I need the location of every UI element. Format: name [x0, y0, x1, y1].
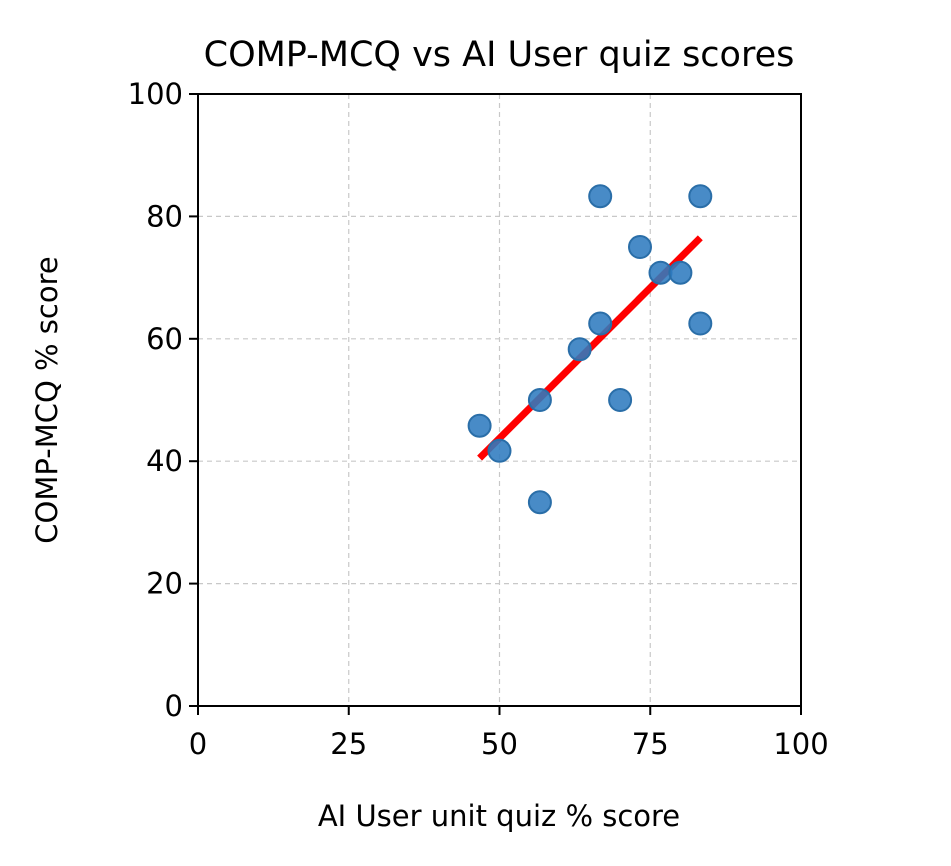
data-point: [588, 311, 613, 336]
x-axis-ticks: 0 25 50 75 100: [189, 706, 829, 761]
y-axis-ticks: 0 20 40 60 80 100: [128, 77, 198, 723]
data-points: [467, 184, 713, 515]
data-point: [527, 490, 552, 515]
y-tick-label: 80: [146, 199, 183, 233]
data-point: [588, 184, 613, 209]
chart-title: COMP-MCQ vs AI User quiz scores: [204, 35, 795, 75]
data-point: [648, 260, 673, 285]
y-tick-label: 100: [128, 77, 183, 111]
y-tick-label: 60: [146, 322, 183, 356]
y-axis-label: COMP-MCQ % score: [30, 256, 64, 543]
data-point: [527, 388, 552, 412]
x-tick-label: 25: [330, 727, 367, 761]
x-tick-label: 75: [632, 727, 669, 761]
x-tick-label: 50: [481, 727, 518, 761]
x-tick-label: 0: [189, 727, 207, 761]
data-point: [688, 311, 713, 336]
data-point: [668, 260, 693, 285]
data-point: [688, 184, 713, 209]
y-tick-label: 40: [146, 444, 183, 478]
x-tick-label: 100: [773, 727, 828, 761]
y-tick-label: 20: [146, 567, 183, 601]
data-point: [627, 235, 652, 259]
y-tick-label: 0: [165, 689, 183, 723]
data-point: [467, 413, 492, 438]
data-point: [567, 337, 592, 362]
grid-lines: [197, 93, 802, 707]
data-point: [608, 388, 633, 412]
x-axis-label: AI User unit quiz % score: [318, 799, 680, 833]
data-point: [487, 438, 512, 463]
